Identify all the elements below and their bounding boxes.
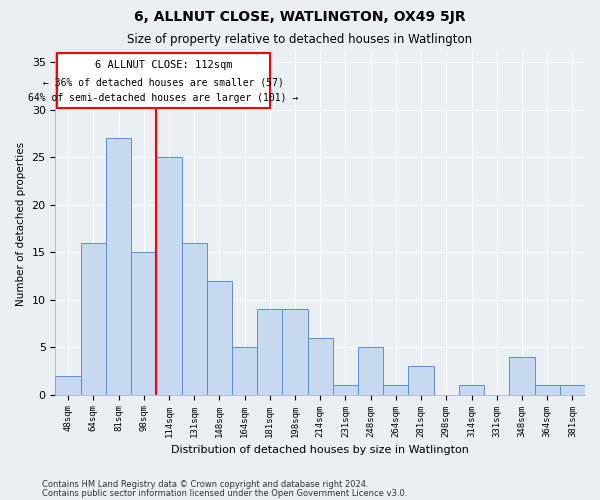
Bar: [257, 309, 283, 394]
X-axis label: Distribution of detached houses by size in Watlington: Distribution of detached houses by size …: [171, 445, 469, 455]
Bar: [308, 338, 333, 394]
Bar: [358, 347, 383, 395]
Bar: [157, 157, 182, 394]
Text: Size of property relative to detached houses in Watlington: Size of property relative to detached ho…: [127, 32, 473, 46]
Bar: [509, 356, 535, 395]
Bar: [560, 385, 585, 394]
Text: ← 36% of detached houses are smaller (57): ← 36% of detached houses are smaller (57…: [43, 78, 284, 88]
Bar: [409, 366, 434, 394]
Bar: [55, 376, 80, 394]
Bar: [535, 385, 560, 394]
Text: 6, ALLNUT CLOSE, WATLINGTON, OX49 5JR: 6, ALLNUT CLOSE, WATLINGTON, OX49 5JR: [134, 10, 466, 24]
Bar: [459, 385, 484, 394]
Bar: [383, 385, 409, 394]
Bar: [80, 242, 106, 394]
Bar: [333, 385, 358, 394]
Text: Contains HM Land Registry data © Crown copyright and database right 2024.: Contains HM Land Registry data © Crown c…: [42, 480, 368, 489]
Bar: [182, 242, 207, 394]
Bar: [207, 280, 232, 394]
Bar: [131, 252, 157, 394]
Text: Contains public sector information licensed under the Open Government Licence v3: Contains public sector information licen…: [42, 489, 407, 498]
Y-axis label: Number of detached properties: Number of detached properties: [16, 142, 26, 306]
FancyBboxPatch shape: [57, 52, 270, 108]
Bar: [232, 347, 257, 395]
Bar: [283, 309, 308, 394]
Bar: [106, 138, 131, 394]
Text: 64% of semi-detached houses are larger (101) →: 64% of semi-detached houses are larger (…: [28, 93, 298, 103]
Text: 6 ALLNUT CLOSE: 112sqm: 6 ALLNUT CLOSE: 112sqm: [95, 60, 232, 70]
